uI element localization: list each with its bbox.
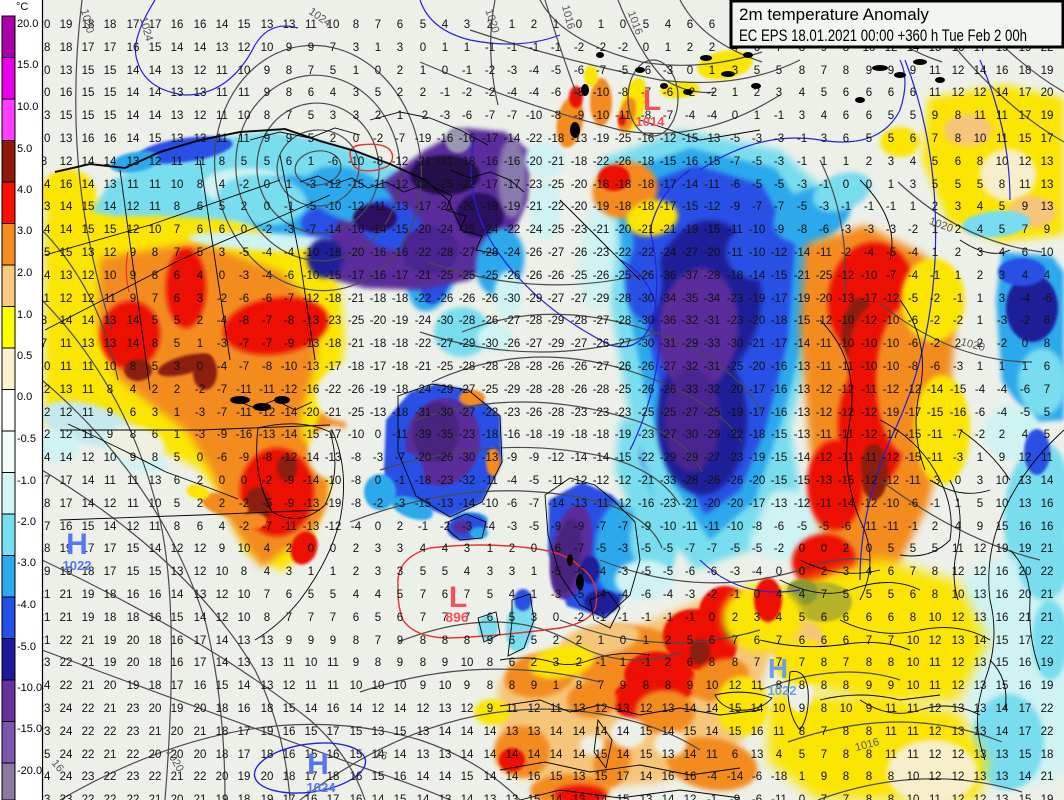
- svg-text:-3.0: -3.0: [17, 557, 36, 569]
- svg-text:H: H: [307, 748, 329, 781]
- svg-text:2.0: 2.0: [17, 267, 32, 279]
- svg-text:896: 896: [445, 609, 469, 625]
- svg-text:-0.5: -0.5: [17, 433, 36, 445]
- svg-text:1022: 1022: [63, 558, 92, 573]
- svg-text:10.0: 10.0: [17, 101, 38, 113]
- svg-text:H: H: [768, 653, 788, 684]
- svg-text:1014: 1014: [636, 114, 666, 129]
- svg-text:0.0: 0.0: [17, 391, 32, 403]
- svg-text:-20.0: -20.0: [17, 765, 42, 777]
- svg-text:1.0: 1.0: [17, 309, 32, 321]
- svg-text:4.0: 4.0: [17, 184, 32, 196]
- svg-text:0.5: 0.5: [17, 350, 32, 362]
- svg-text:-4.0: -4.0: [17, 599, 36, 611]
- svg-text:L: L: [449, 581, 467, 614]
- svg-text:H: H: [66, 528, 88, 561]
- svg-text:EC EPS 18.01.2021 00:00 +360 h: EC EPS 18.01.2021 00:00 +360 h Tue Feb 2…: [739, 26, 1027, 45]
- svg-text:2m temperature Anomaly: 2m temperature Anomaly: [739, 5, 929, 24]
- svg-text:-2.0: -2.0: [17, 516, 36, 528]
- svg-text:-10.0: -10.0: [17, 682, 42, 694]
- svg-text:3.0: 3.0: [17, 225, 32, 237]
- svg-text:L: L: [643, 84, 661, 117]
- svg-text:15.0: 15.0: [17, 59, 38, 71]
- svg-text:-5.0: -5.0: [17, 641, 36, 653]
- svg-text:20.0: 20.0: [17, 18, 38, 30]
- svg-text:1022: 1022: [768, 683, 797, 698]
- svg-text:16: 16: [373, 747, 389, 762]
- svg-text:1024: 1024: [307, 780, 337, 795]
- svg-text:-15.0: -15.0: [17, 723, 42, 735]
- svg-text:5.0: 5.0: [17, 143, 32, 155]
- svg-text:-1.0: -1.0: [17, 475, 36, 487]
- svg-text:°C: °C: [16, 1, 28, 13]
